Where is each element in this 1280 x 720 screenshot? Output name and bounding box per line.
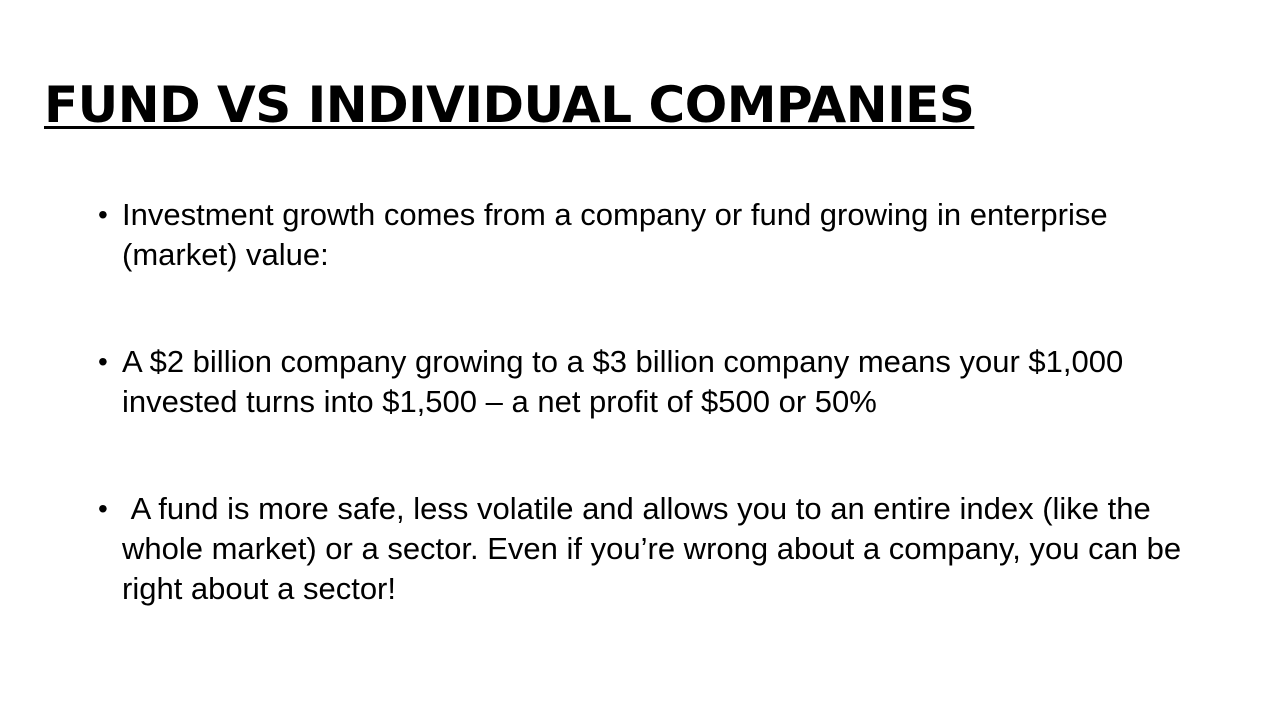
bullet-icon: • <box>98 493 108 524</box>
bullet-text: A fund is more safe, less volatile and a… <box>122 491 1190 606</box>
bullet-icon: • <box>98 199 108 230</box>
bullet-text: A $2 billion company growing to a $3 bil… <box>122 344 1124 419</box>
bullet-item-fund: • A fund is more safe, less volatile and… <box>98 489 1202 609</box>
bullet-text: Investment growth comes from a company o… <box>122 197 1108 272</box>
bullet-icon: • <box>98 346 108 377</box>
bullet-list: • Investment growth comes from a company… <box>98 195 1202 676</box>
bullet-item-example: • A $2 billion company growing to a $3 b… <box>98 342 1202 422</box>
slide-title: FUND VS INDIVIDUAL COMPANIES <box>44 76 975 134</box>
bullet-item-growth: • Investment growth comes from a company… <box>98 195 1202 275</box>
